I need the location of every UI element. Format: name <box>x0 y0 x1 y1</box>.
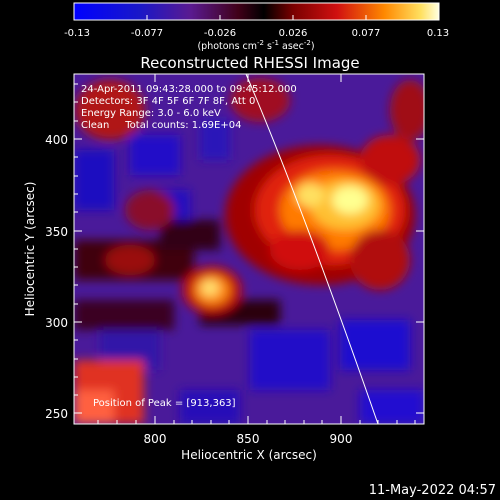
solar-limb-curve <box>245 74 379 424</box>
info-line: 24-Apr-2011 09:43:28.000 to 09:45:12.000 <box>81 84 297 95</box>
colorbar-unit: (photons cm-2 s-1 asec-2) <box>197 39 314 52</box>
x-tick-label: 800 <box>144 432 167 446</box>
info-line: Clean Total counts: 1.69E+04 <box>81 120 241 131</box>
colorbar-tick-label: -0.026 <box>204 28 236 39</box>
footer-date: 11-May-2022 04:57 <box>369 483 496 498</box>
y-tick-label: 250 <box>45 407 68 421</box>
y-tick-label: 350 <box>45 225 68 239</box>
y-tick-label: 400 <box>45 133 68 147</box>
y-tick-label: 300 <box>45 316 68 330</box>
colorbar-tick-label: 0.026 <box>279 28 308 39</box>
info-line: Energy Range: 3.0 - 6.0 keV <box>81 108 221 119</box>
image-area <box>74 74 424 424</box>
colorbar <box>73 2 440 21</box>
colorbar-ticks <box>73 15 440 20</box>
y-axis-ticks <box>74 83 424 414</box>
colorbar-tick-label: -0.13 <box>64 28 90 39</box>
colorbar-tick-label: 0.077 <box>352 28 381 39</box>
x-tick-label: 900 <box>330 432 353 446</box>
x-tick-label: 850 <box>237 432 260 446</box>
info-line: Detectors: 3F 4F 5F 6F 7F 8F, Att 0 <box>81 96 255 107</box>
colorbar-tick-label: 0.13 <box>427 28 449 39</box>
peak-position-label: Position of Peak = [913,363] <box>93 398 236 409</box>
x-axis-ticks <box>97 74 416 424</box>
plot-title: Reconstructed RHESSI Image <box>140 54 359 72</box>
y-axis-label: Heliocentric Y (arcsec) <box>23 182 37 317</box>
x-axis-label: Heliocentric X (arcsec) <box>181 448 317 462</box>
colorbar-tick-label: -0.077 <box>131 28 163 39</box>
